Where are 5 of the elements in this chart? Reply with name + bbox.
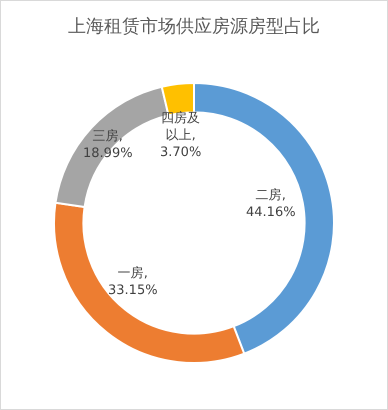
- slice-label: 一房, 33.15%: [108, 265, 158, 298]
- slice-label: 四房及以上, 3.70%: [160, 110, 202, 160]
- slice-label: 二房, 44.16%: [246, 187, 296, 220]
- chart-title: 上海租赁市场供应房源房型占比: [68, 16, 320, 37]
- slice-label: 三房, 18.99%: [83, 128, 133, 161]
